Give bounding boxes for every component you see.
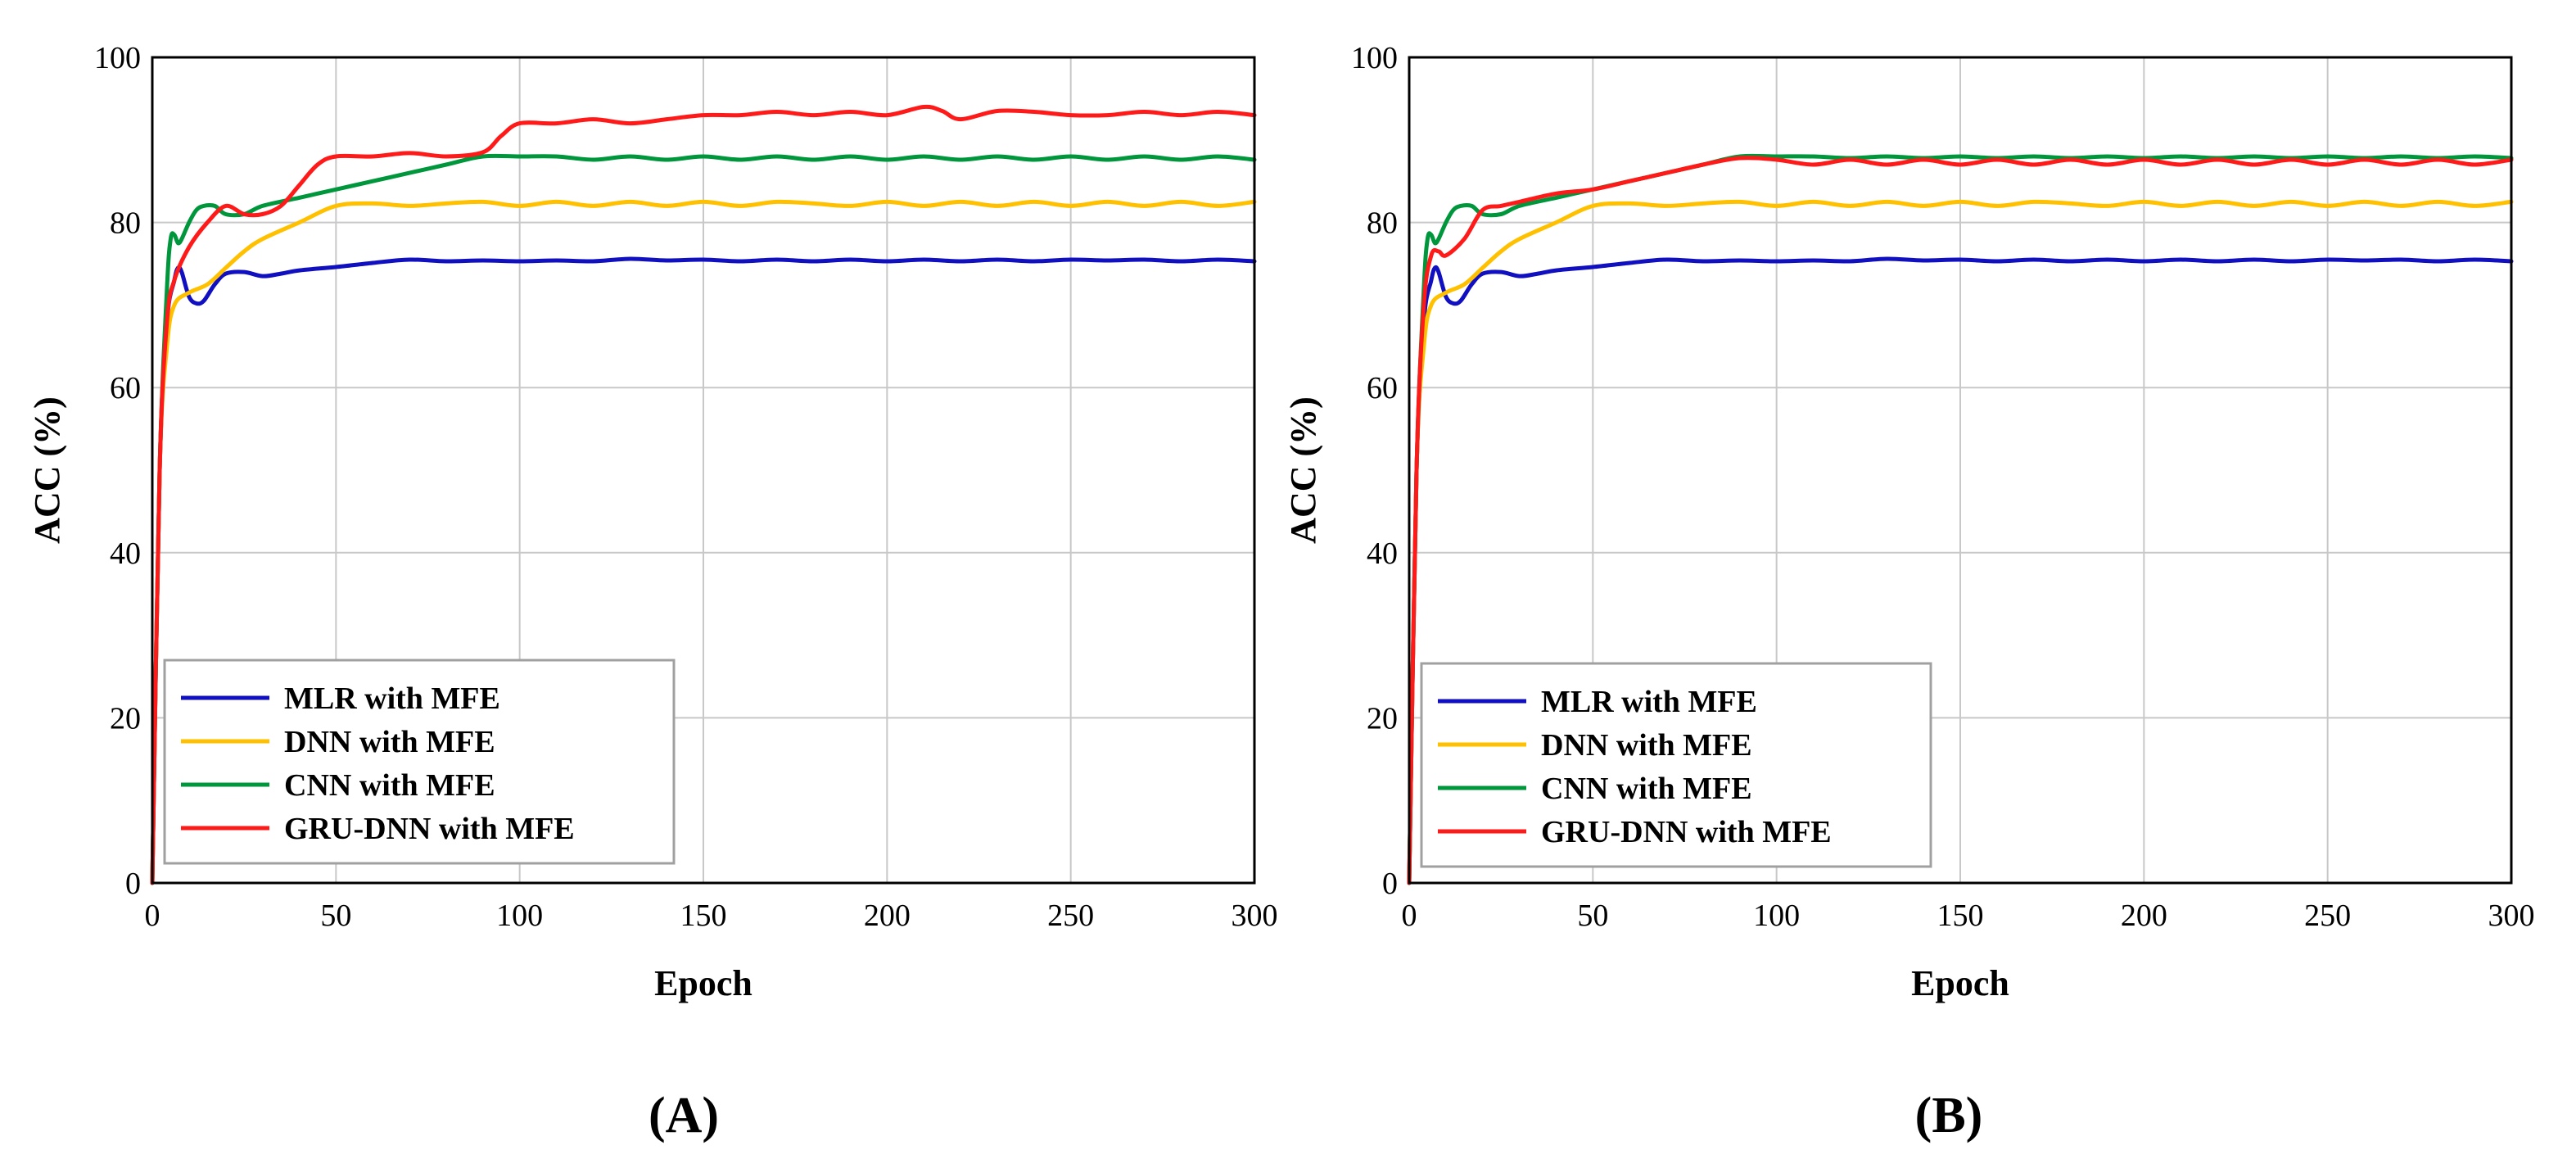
x-tick-label-a: 250 [1047, 899, 1094, 933]
x-tick-label-b: 200 [2121, 899, 2167, 933]
y-tick-label-b: 40 [1367, 536, 1398, 571]
y-tick-label-a: 20 [110, 701, 141, 736]
legend-b: MLR with MFE DNN with MFE CNN with MFE GRU-… [1420, 662, 1932, 868]
legend-label-gru-dnn-with-mfe: GRU-DNN with MFE [284, 812, 575, 846]
y-tick-labels-a: 0 20 40 60 80 100 [94, 41, 141, 901]
legend-a: MLR with MFE DNN with MFE CNN with MFE GRU-… [163, 659, 676, 865]
series-line-dnn-with-mfe [1407, 199, 2514, 885]
legend-label-mlr-with-mfe: MLR with MFE [284, 681, 500, 716]
series-line-cnn-with-mfe [150, 153, 1257, 885]
y-axis-label-b: ACC (%) [1283, 396, 1323, 544]
x-axis-label-a: Epoch [654, 963, 752, 1003]
series-b [1407, 153, 2514, 885]
x-tick-label-a: 0 [145, 899, 160, 933]
panel-b: 0 50 100 150 200 250 300 0 20 40 60 80 100 Epoch AC… [1283, 41, 2535, 1143]
x-tick-labels-b: 0 50 100 150 200 250 300 [1402, 899, 2535, 933]
x-tick-label-b: 0 [1402, 899, 1417, 933]
x-tick-label-b: 100 [1753, 899, 1800, 933]
series-line-gru-dnn-with-mfe [1407, 156, 2514, 885]
x-axis-label-b: Epoch [1911, 963, 2009, 1003]
panel-label-a: (A) [649, 1088, 719, 1143]
legend-label-dnn-with-mfe: DNN with MFE [284, 725, 495, 759]
x-tick-label-a: 300 [1232, 899, 1278, 933]
x-tick-label-a: 50 [320, 899, 351, 933]
series-a [150, 104, 1257, 885]
legend-label-dnn-with-mfe: DNN with MFE [1541, 728, 1752, 763]
y-tick-labels-b: 0 20 40 60 80 100 [1351, 41, 1398, 901]
x-tick-label-a: 100 [496, 899, 543, 933]
series-line-mlr-with-mfe [150, 256, 1257, 885]
panel-label-b: (B) [1915, 1088, 1983, 1143]
legend-label-mlr-with-mfe: MLR with MFE [1541, 685, 1757, 719]
y-tick-label-a: 0 [125, 867, 141, 901]
y-tick-label-b: 60 [1367, 371, 1398, 405]
panel-a: 0 50 100 150 200 250 300 0 20 40 60 80 100 Epoch AC… [27, 41, 1278, 1143]
y-tick-label-a: 80 [110, 206, 141, 241]
y-tick-label-b: 100 [1351, 41, 1398, 75]
series-line-dnn-with-mfe [150, 199, 1257, 885]
y-tick-label-a: 100 [94, 41, 141, 75]
x-tick-labels-a: 0 50 100 150 200 250 300 [145, 899, 1278, 933]
legend-label-gru-dnn-with-mfe: GRU-DNN with MFE [1541, 815, 1832, 849]
plot-frame-b [1408, 56, 2513, 885]
y-tick-label-b: 20 [1367, 701, 1398, 736]
y-tick-label-a: 60 [110, 371, 141, 405]
legend-label-cnn-with-mfe: CNN with MFE [284, 768, 495, 803]
x-tick-label-a: 150 [680, 899, 727, 933]
y-tick-label-b: 0 [1382, 867, 1398, 901]
plot-frame-a [151, 56, 1256, 885]
x-tick-label-a: 200 [864, 899, 911, 933]
gridlines-a [152, 57, 1254, 883]
x-tick-label-b: 250 [2304, 899, 2351, 933]
x-tick-label-b: 300 [2488, 899, 2535, 933]
x-tick-label-b: 150 [1937, 899, 1984, 933]
legend-label-cnn-with-mfe: CNN with MFE [1541, 772, 1752, 806]
x-tick-label-b: 50 [1577, 899, 1608, 933]
y-axis-label-a: ACC (%) [27, 396, 67, 544]
series-line-mlr-with-mfe [1407, 256, 2514, 885]
y-tick-label-a: 40 [110, 536, 141, 571]
y-tick-label-b: 80 [1367, 206, 1398, 241]
series-line-gru-dnn-with-mfe [150, 104, 1257, 885]
